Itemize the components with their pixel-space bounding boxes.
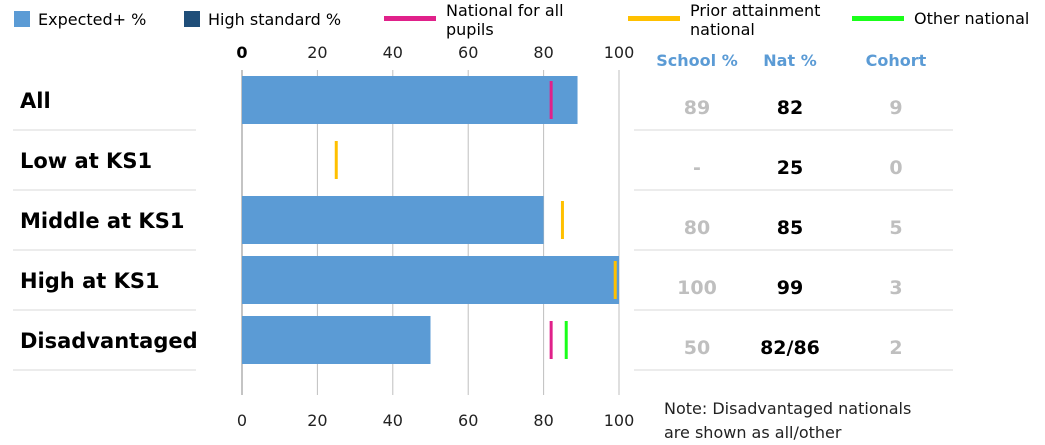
table-header: Cohort bbox=[866, 51, 927, 70]
footnote: Note: Disadvantaged nationals bbox=[664, 399, 911, 418]
legend-swatch bbox=[14, 11, 30, 27]
legend-line bbox=[628, 16, 680, 21]
table-cell-school: 100 bbox=[677, 277, 717, 299]
table-cell-cohort: 2 bbox=[889, 337, 902, 359]
table-cell-cohort: 3 bbox=[889, 277, 902, 299]
table-cell-nat: 25 bbox=[777, 157, 803, 179]
x-tick-label-top: 100 bbox=[604, 43, 635, 62]
x-tick-label-bottom: 60 bbox=[458, 411, 478, 430]
table-cell-cohort: 0 bbox=[889, 157, 902, 179]
table-cell-nat: 82/86 bbox=[760, 337, 820, 359]
category-label: Low at KS1 bbox=[20, 149, 152, 173]
legend-line bbox=[384, 16, 436, 21]
bar-expected- bbox=[242, 316, 431, 364]
legend-label: national bbox=[690, 20, 755, 39]
table-cell-nat: 85 bbox=[777, 217, 803, 239]
bar-expected- bbox=[242, 256, 619, 304]
x-tick-label-top: 60 bbox=[458, 43, 478, 62]
table-header: School % bbox=[656, 51, 737, 70]
legend-label: High standard % bbox=[208, 10, 341, 29]
table-cell-nat: 99 bbox=[777, 277, 803, 299]
table-cell-school: 80 bbox=[684, 217, 710, 239]
table-cell-nat: 82 bbox=[777, 97, 803, 119]
category-label: High at KS1 bbox=[20, 269, 160, 293]
table-cell-cohort: 5 bbox=[889, 217, 902, 239]
legend-swatch bbox=[184, 11, 200, 27]
x-tick-label-bottom: 20 bbox=[307, 411, 327, 430]
table-cell-school: 89 bbox=[684, 97, 710, 119]
table-cell-school: 50 bbox=[684, 337, 710, 359]
category-label: Disadvantaged bbox=[20, 329, 198, 353]
legend-label: National for all bbox=[446, 1, 564, 20]
legend-label: Expected+ % bbox=[38, 10, 146, 29]
legend-line bbox=[852, 16, 904, 21]
bar-expected- bbox=[242, 196, 544, 244]
legend-label: pupils bbox=[446, 20, 494, 39]
x-tick-label-top: 20 bbox=[307, 43, 327, 62]
x-tick-label-top: 0 bbox=[236, 43, 247, 62]
x-tick-label-bottom: 0 bbox=[237, 411, 247, 430]
x-tick-label-top: 80 bbox=[533, 43, 553, 62]
table-cell-school: - bbox=[693, 157, 701, 179]
table-cell-cohort: 9 bbox=[889, 97, 902, 119]
footnote: are shown as all/other bbox=[664, 423, 842, 442]
category-label: All bbox=[20, 89, 51, 113]
x-tick-label-bottom: 100 bbox=[604, 411, 635, 430]
legend-label: Prior attainment bbox=[690, 1, 820, 20]
bar-expected- bbox=[242, 76, 578, 124]
x-tick-label-bottom: 80 bbox=[533, 411, 553, 430]
category-label: Middle at KS1 bbox=[20, 209, 184, 233]
legend-label: Other national bbox=[914, 9, 1029, 28]
table-header: Nat % bbox=[763, 51, 816, 70]
x-tick-label-bottom: 40 bbox=[383, 411, 403, 430]
x-tick-label-top: 40 bbox=[383, 43, 403, 62]
